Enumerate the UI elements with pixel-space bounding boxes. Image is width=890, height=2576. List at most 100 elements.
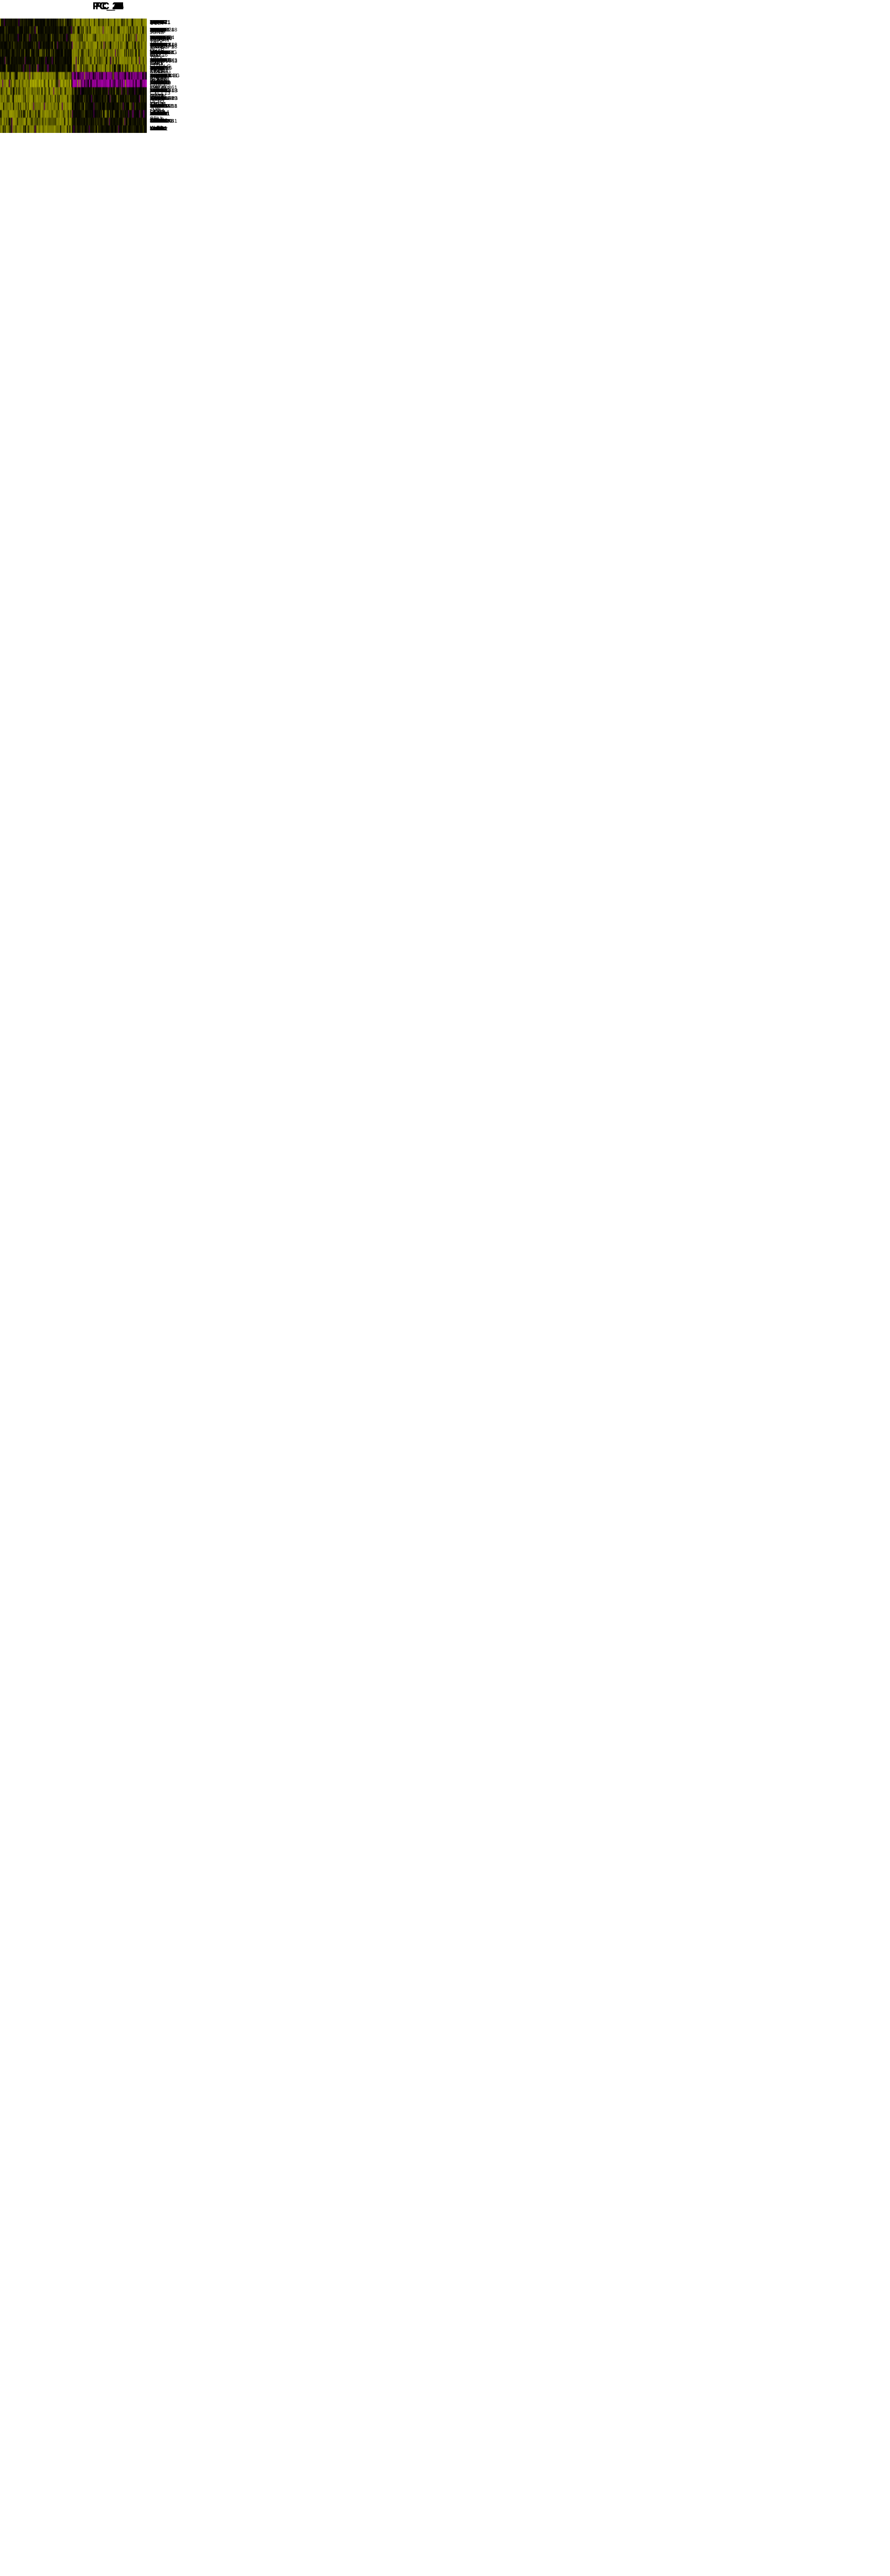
gene-label: ID3 bbox=[150, 95, 159, 101]
gene-label: KLRB1 bbox=[150, 103, 167, 109]
panel-title: PC_12 bbox=[92, 1, 124, 12]
gene-label: TRBC2 bbox=[150, 64, 168, 71]
gene-label: IL7R bbox=[150, 80, 162, 87]
gene-label: KLRF1 bbox=[150, 57, 167, 63]
gene-label: CCL5 bbox=[150, 42, 164, 48]
gene-label: CD40LG bbox=[150, 88, 171, 94]
gene-label: GZMH bbox=[150, 110, 166, 117]
gene-label: ZFP36L1 bbox=[150, 72, 173, 79]
gene-label: TPT1 bbox=[150, 26, 163, 33]
gene-label: ANXA1 bbox=[150, 26, 168, 33]
gene-label: UCP2 bbox=[150, 98, 165, 105]
panel-title: PC_22 bbox=[92, 1, 124, 12]
gene-label: GNLY bbox=[150, 60, 164, 66]
gene-label: TRDC bbox=[150, 126, 165, 132]
panel-title: PC_1 bbox=[95, 1, 121, 12]
panel-title: PC_17 bbox=[92, 1, 124, 12]
gene-label: SOX4 bbox=[150, 88, 165, 94]
gene-label: TRBC1 bbox=[150, 67, 168, 74]
gene-label: KLRF1 bbox=[150, 118, 167, 125]
gene-label: IFNG bbox=[150, 95, 163, 101]
gene-label: MAL bbox=[150, 34, 161, 41]
gene-label: CREM bbox=[150, 95, 166, 101]
gene-label: TRDC bbox=[150, 103, 165, 109]
gene-label: GNLY bbox=[150, 126, 164, 132]
gene-label: MALAT1 bbox=[150, 19, 171, 25]
gene-label: SELL bbox=[150, 88, 163, 94]
gene-label: ANXA1 bbox=[150, 19, 168, 26]
gene-label: IFNG bbox=[150, 80, 163, 87]
gene-label: MKI67 bbox=[150, 26, 166, 33]
gene-label-list: GZMK XCL1 JUN TNFRSF9 ID3 GNLY CD40LG SOCS3 MAF G… bbox=[147, 19, 258, 133]
gene-label: TXNIP bbox=[150, 42, 166, 48]
gene-label: VIM bbox=[150, 42, 160, 48]
gene-label: CRIP1 bbox=[150, 81, 166, 88]
gene-label: SYNE2 bbox=[150, 64, 168, 71]
gene-label: KLRC1 bbox=[150, 34, 167, 41]
gene-label: CDT1 bbox=[150, 57, 164, 63]
gene-label: NFKBIA bbox=[150, 49, 169, 56]
gene-label: TOP2A bbox=[150, 42, 168, 48]
gene-label: TRBC1 bbox=[150, 118, 168, 125]
gene-label: GZMK bbox=[150, 103, 166, 109]
gene-label: CCL5 bbox=[150, 19, 164, 25]
gene-label: JUN bbox=[150, 19, 161, 25]
gene-label: LINC01943 bbox=[150, 95, 178, 101]
gene-label: ZFP36 bbox=[150, 72, 166, 79]
gene-label: SOCS3 bbox=[150, 76, 168, 83]
gene-label: TRDC bbox=[150, 39, 165, 45]
gene-label: TUBB bbox=[150, 34, 165, 41]
gene-label: TNFRSF4 bbox=[150, 26, 175, 33]
gene-label: LST1 bbox=[150, 57, 163, 63]
gene-label: LTB bbox=[150, 126, 160, 132]
gene-label: ACTB bbox=[150, 110, 165, 117]
gene-label: RGS16 bbox=[150, 52, 168, 58]
gene-label: ANXA1 bbox=[150, 57, 168, 63]
gene-label: CCL5 bbox=[150, 26, 164, 33]
gene-label: CCL3 bbox=[150, 64, 164, 71]
gene-label: IL7R bbox=[150, 118, 162, 125]
gene-label: MALAT1 bbox=[150, 80, 171, 87]
gene-label: IFNG bbox=[150, 42, 163, 48]
gene-label: TPT1 bbox=[150, 26, 163, 33]
gene-label: GZMA bbox=[150, 42, 166, 48]
gene-label: KLF2 bbox=[150, 19, 163, 25]
gene-label: DUSP2 bbox=[150, 110, 168, 117]
gene-label: CCL5 bbox=[150, 19, 164, 25]
gene-label: CD52 bbox=[150, 49, 164, 56]
gene-label: KLRD1 bbox=[150, 95, 167, 101]
gene-label: HSPA1A bbox=[150, 64, 171, 71]
gene-label-list: JUN GNLY GZMH NKG7 TNFRSF4 IL4I1 IL2RA TMSB10 UC… bbox=[147, 19, 258, 133]
gene-label: B2M bbox=[150, 57, 161, 63]
gene-label: KLRF1 bbox=[150, 88, 167, 94]
gene-label: MIR155HG bbox=[150, 49, 177, 56]
gene-label: TMSB4X bbox=[150, 118, 172, 125]
gene-label: DUSP2 bbox=[150, 88, 168, 94]
gene-label: ADGRE5 bbox=[150, 64, 173, 71]
gene-label: NCR3 bbox=[150, 57, 165, 63]
gene-label: LTB bbox=[150, 26, 160, 33]
gene-label: NR4A1 bbox=[150, 103, 167, 109]
gene-label: IFI6 bbox=[150, 19, 160, 26]
gene-label: KLRB1 bbox=[150, 19, 167, 25]
gene-label: ACTB bbox=[150, 88, 165, 94]
gene-label: GZMB bbox=[150, 88, 166, 94]
gene-label: CRIP2 bbox=[150, 110, 166, 117]
gene-label: GZMK bbox=[150, 42, 166, 48]
gene-label: ZFAS1 bbox=[150, 57, 167, 63]
gene-label: VIM bbox=[150, 103, 160, 109]
gene-label: FOXP3 bbox=[150, 80, 168, 87]
gene-label: NCR3 bbox=[150, 42, 165, 48]
gene-label: DDX5 bbox=[150, 57, 165, 63]
gene-label: GZMH bbox=[150, 93, 166, 99]
gene-label: CMC1 bbox=[150, 80, 165, 87]
gene-label: GZMA bbox=[150, 126, 166, 132]
gene-label: APOBEC3G bbox=[150, 72, 180, 79]
gene-label: NKTR1 bbox=[150, 49, 168, 56]
gene-label: KLRC1 bbox=[150, 110, 167, 117]
gene-label: S100A10 bbox=[150, 118, 173, 125]
gene-label: RTKN2 bbox=[150, 42, 168, 48]
gene-label: MYBL1 bbox=[150, 88, 168, 94]
gene-label-list: CCL5 CYTOR HSPA1B GZMA DUSP2 CMC1 GBP5 STK17B RF… bbox=[147, 19, 258, 133]
